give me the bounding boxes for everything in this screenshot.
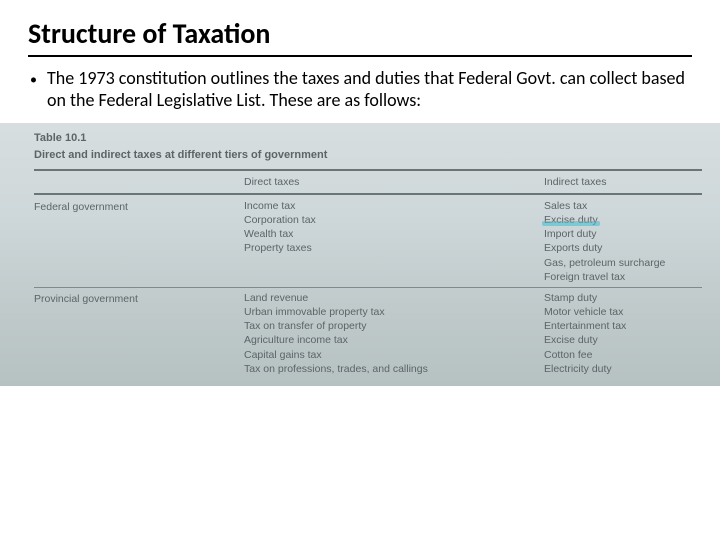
tax-item: Gas, petroleum surcharge bbox=[544, 256, 702, 270]
row-label-federal: Federal government bbox=[34, 199, 244, 284]
bullet-dot-icon: • bbox=[30, 69, 37, 111]
tax-item: Urban immovable property tax bbox=[244, 305, 544, 319]
tax-item: Income tax bbox=[244, 199, 544, 213]
tax-item: Motor vehicle tax bbox=[544, 305, 702, 319]
table-header-row: Direct taxes Indirect taxes bbox=[34, 175, 702, 189]
table-row: Federal government Income tax Corporatio… bbox=[34, 199, 702, 284]
table-row: Provincial government Land revenue Urban… bbox=[34, 291, 702, 376]
federal-direct-taxes: Income tax Corporation tax Wealth tax Pr… bbox=[244, 199, 544, 284]
table-header-blank bbox=[34, 175, 244, 189]
table-label: Table 10.1 bbox=[34, 131, 702, 146]
bullet-text: The 1973 constitution outlines the taxes… bbox=[47, 67, 696, 111]
table-rule bbox=[34, 287, 702, 288]
tax-item: Property taxes bbox=[244, 241, 544, 255]
tax-item: Excise duty bbox=[544, 333, 702, 347]
table-rule bbox=[34, 193, 702, 195]
tax-item: Wealth tax bbox=[244, 227, 544, 241]
table-caption: Direct and indirect taxes at different t… bbox=[34, 148, 702, 163]
tax-item: Capital gains tax bbox=[244, 348, 544, 362]
tax-item: Foreign travel tax bbox=[544, 270, 702, 284]
tax-item: Tax on transfer of property bbox=[244, 319, 544, 333]
tax-item: Sales tax bbox=[544, 199, 702, 213]
tax-item: Entertainment tax bbox=[544, 319, 702, 333]
table-header-indirect: Indirect taxes bbox=[544, 175, 702, 189]
tax-item: Import duty bbox=[544, 227, 702, 241]
slide-title: Structure of Taxation bbox=[28, 16, 692, 57]
tax-item: Agriculture income tax bbox=[244, 333, 544, 347]
tax-item: Cotton fee bbox=[544, 348, 702, 362]
federal-indirect-taxes: Sales tax Excise duty Import duty Export… bbox=[544, 199, 702, 284]
tax-item: Corporation tax bbox=[244, 213, 544, 227]
tax-item: Tax on professions, trades, and callings bbox=[244, 362, 544, 376]
tax-item: Electricity duty bbox=[544, 362, 702, 376]
tax-item: Stamp duty bbox=[544, 291, 702, 305]
provincial-direct-taxes: Land revenue Urban immovable property ta… bbox=[244, 291, 544, 376]
highlight-mark: Excise duty bbox=[544, 213, 598, 227]
table-header-direct: Direct taxes bbox=[244, 175, 544, 189]
tax-item: Exports duty bbox=[544, 241, 702, 255]
provincial-indirect-taxes: Stamp duty Motor vehicle tax Entertainme… bbox=[544, 291, 702, 376]
scanned-table: Table 10.1 Direct and indirect taxes at … bbox=[0, 123, 720, 386]
tax-item: Land revenue bbox=[244, 291, 544, 305]
table-rule bbox=[34, 169, 702, 171]
bullet-item: • The 1973 constitution outlines the tax… bbox=[24, 67, 696, 111]
tax-item: Excise duty bbox=[544, 213, 702, 227]
slide: Structure of Taxation • The 1973 constit… bbox=[0, 0, 720, 386]
row-label-provincial: Provincial government bbox=[34, 291, 244, 376]
